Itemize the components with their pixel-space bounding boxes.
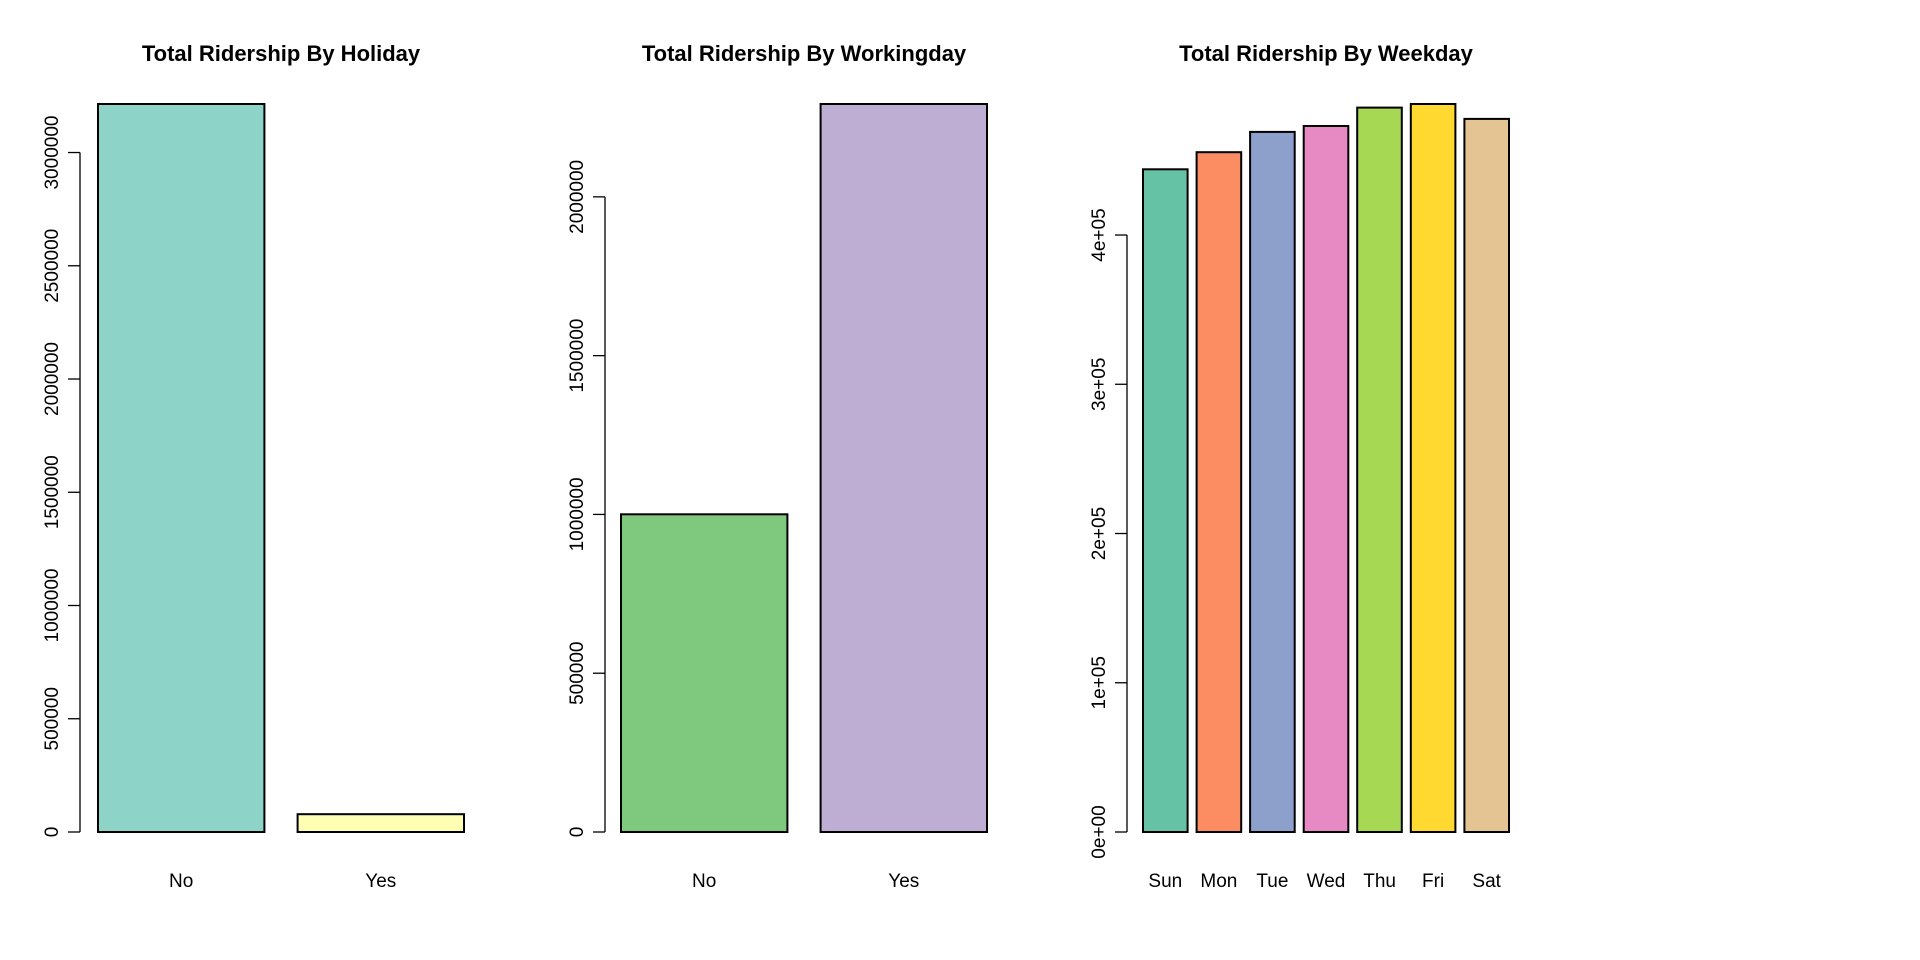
y-tick-label: 500000	[42, 687, 63, 750]
chart-title: Total Ridership By Holiday	[142, 41, 421, 66]
y-tick-label: 0e+00	[1089, 805, 1110, 858]
y-tick-label: 3e+05	[1089, 358, 1110, 411]
y-tick-label: 4e+05	[1089, 208, 1110, 261]
x-tick-label: No	[692, 871, 716, 892]
x-tick-label: Mon	[1200, 871, 1237, 892]
x-tick-label: Tue	[1256, 871, 1288, 892]
x-tick-label: Sun	[1148, 871, 1182, 892]
chart-title: Total Ridership By Workingday	[642, 41, 967, 66]
x-tick-label: Thu	[1363, 871, 1396, 892]
y-tick-label: 2e+05	[1089, 507, 1110, 560]
bar-sat	[1463, 117, 1511, 833]
bar-yes	[296, 813, 465, 834]
y-tick-label: 1000000	[567, 477, 588, 551]
bar-sun	[1142, 168, 1189, 834]
x-tick-label: Fri	[1422, 871, 1444, 892]
bar-tue	[1249, 130, 1296, 833]
bar-no	[97, 103, 266, 833]
bar-yes	[819, 103, 988, 833]
x-tick-label: Yes	[888, 871, 919, 892]
y-tick-label: 1500000	[42, 455, 63, 529]
chart-panel-3: Total Ridership By Weekday Sun Mon Tue Wed Th…	[1089, 41, 1511, 892]
y-tick-label: 500000	[567, 642, 588, 705]
chart-panel-1: Total Ridership By Holiday No Yes 0 500000 10…	[42, 41, 465, 892]
bar-no	[620, 513, 789, 833]
chart-panel-2: Total Ridership By Workingday No Yes 0 50000…	[567, 41, 988, 892]
y-tick-label: 0	[42, 827, 63, 838]
x-tick-label: Yes	[365, 871, 396, 892]
bar-thu	[1356, 106, 1403, 834]
y-tick-label: 2000000	[42, 342, 63, 416]
y-tick-label: 3000000	[42, 116, 63, 190]
chart-title: Total Ridership By Weekday	[1179, 41, 1474, 66]
bar-wed	[1302, 125, 1350, 833]
x-tick-label: No	[169, 871, 193, 892]
y-tick-label: 2000000	[567, 160, 588, 234]
y-tick-label: 2500000	[42, 229, 63, 303]
x-tick-label: Sat	[1472, 871, 1501, 892]
y-tick-label: 1000000	[42, 569, 63, 643]
bar-fri	[1409, 103, 1457, 833]
y-tick-label: 0	[567, 827, 588, 838]
x-tick-label: Wed	[1307, 871, 1346, 892]
y-tick-label: 1e+05	[1089, 656, 1110, 709]
y-tick-label: 1500000	[567, 319, 588, 393]
bar-mon	[1195, 151, 1243, 833]
